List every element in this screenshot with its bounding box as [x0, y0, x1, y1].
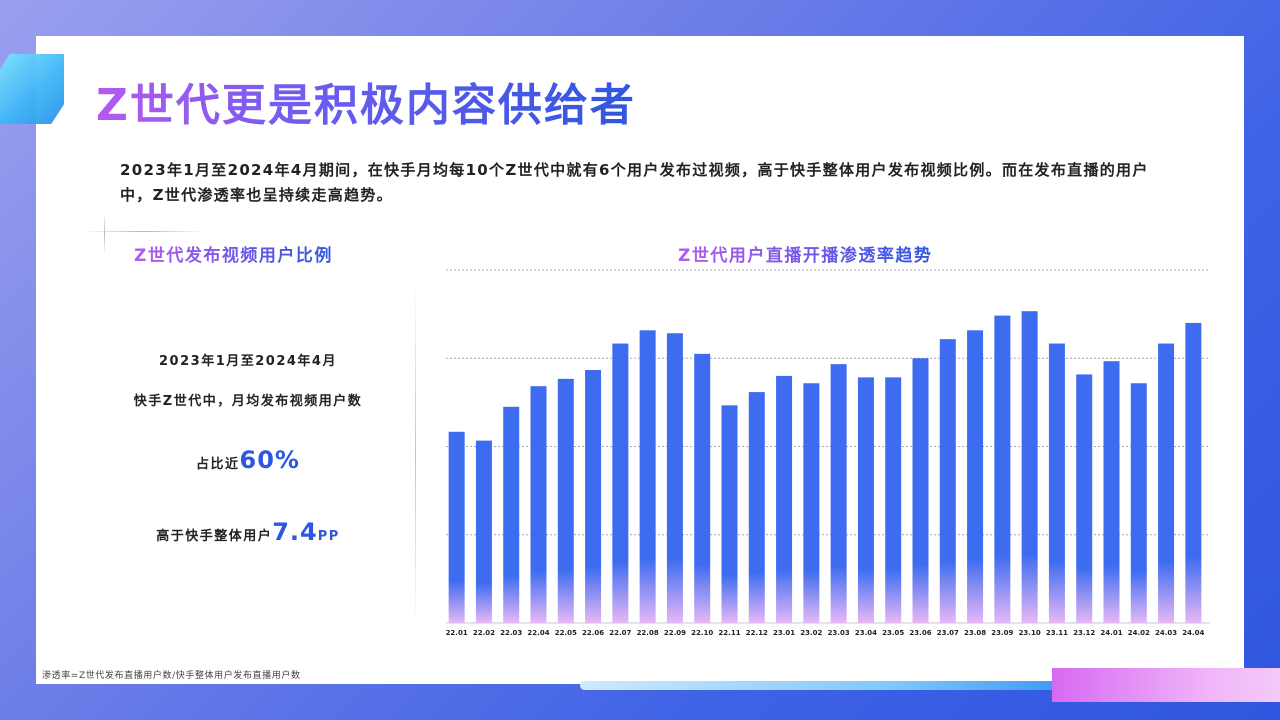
bar-23.08 — [967, 330, 984, 623]
x-tick-label: 24.02 — [1128, 629, 1150, 637]
bar-23.04 — [857, 377, 874, 623]
bar-23.02 — [803, 383, 820, 623]
bar-22.04 — [530, 386, 547, 623]
x-tick-label: 22.06 — [582, 629, 604, 637]
bar-22.03 — [503, 406, 520, 623]
x-tick-label: 22.10 — [691, 629, 713, 637]
bottom-accent-bar — [580, 681, 1100, 690]
bar-22.05 — [557, 378, 574, 623]
bottom-corner-accent — [1052, 668, 1280, 702]
left-panel-title: Z世代发布视频用户比例 — [134, 241, 333, 266]
x-tick-label: 23.12 — [1073, 629, 1095, 637]
page-subtitle: 2023年1月至2024年4月期间，在快手月均每10个Z世代中就有6个用户发布过… — [120, 161, 1149, 204]
bar-24.04 — [1185, 322, 1202, 623]
x-tick-label: 22.08 — [637, 629, 659, 637]
bar-22.01 — [448, 431, 465, 623]
x-tick-label: 22.07 — [609, 629, 631, 637]
x-tick-label: 23.01 — [773, 629, 795, 637]
x-tick-label: 22.11 — [718, 629, 740, 637]
x-tick-label: 22.04 — [527, 629, 549, 637]
stat-ratio-value: 60% — [239, 446, 300, 474]
x-tick-label: 23.09 — [991, 629, 1013, 637]
sparkle-decoration-vertical — [104, 214, 105, 254]
footnote: 渗透率=Z世代发布直播用户数/快手整体用户发布直播用户数 — [42, 671, 301, 681]
cube-decoration-icon — [0, 54, 64, 124]
stat-diff-unit: PP — [317, 529, 340, 544]
x-tick-label: 22.12 — [746, 629, 768, 637]
bar-23.05 — [885, 377, 902, 623]
bar-22.10 — [694, 353, 711, 623]
x-tick-label: 23.11 — [1046, 629, 1068, 637]
stat-description: 快手Z世代中，月均发布视频用户数 — [133, 394, 363, 409]
panel-divider — [415, 280, 416, 630]
x-tick-label: 22.05 — [555, 629, 577, 637]
bar-22.02 — [475, 440, 492, 623]
x-tick-label: 23.10 — [1019, 629, 1041, 637]
x-tick-label: 23.08 — [964, 629, 986, 637]
x-tick-label: 22.09 — [664, 629, 686, 637]
x-tick-label: 22.03 — [500, 629, 522, 637]
stat-ratio: 占比近60% — [98, 446, 398, 474]
x-tick-label: 23.05 — [882, 629, 904, 637]
x-tick-label: 23.04 — [855, 629, 877, 637]
stat-diff-value: 7.4 — [272, 518, 318, 546]
x-tick-label: 24.03 — [1155, 629, 1177, 637]
sparkle-decoration-icon — [84, 231, 204, 232]
stat-diff-label: 高于快手整体用户 — [156, 529, 273, 544]
x-tick-label: 23.02 — [800, 629, 822, 637]
x-tick-label: 24.01 — [1100, 629, 1122, 637]
bar-22.09 — [666, 333, 683, 623]
stat-diff: 高于快手整体用户7.4PP — [98, 518, 398, 546]
bar-22.06 — [585, 370, 602, 623]
bar-23.09 — [994, 315, 1011, 623]
stat-ratio-label: 占比近 — [196, 457, 240, 472]
bar-24.01 — [1103, 361, 1120, 623]
chart-title: Z世代用户直播开播渗透率趋势 — [678, 241, 932, 266]
bar-24.03 — [1158, 343, 1175, 623]
bar-23.01 — [776, 375, 793, 623]
bar-23.10 — [1021, 311, 1038, 623]
page-title: Z世代更是积极内容供给者 — [96, 78, 636, 134]
stat-period: 2023年1月至2024年4月 — [159, 354, 337, 369]
bar-23.07 — [939, 339, 956, 623]
bar-23.03 — [830, 364, 847, 623]
bar-22.08 — [639, 330, 656, 623]
x-tick-label: 23.07 — [937, 629, 959, 637]
bar-22.11 — [721, 405, 738, 623]
x-tick-label: 23.03 — [828, 629, 850, 637]
x-tick-label: 23.06 — [909, 629, 931, 637]
x-tick-label: 22.01 — [446, 629, 468, 637]
bar-23.11 — [1048, 343, 1065, 623]
bar-22.12 — [748, 392, 765, 623]
bar-23.06 — [912, 358, 929, 623]
bar-23.12 — [1076, 374, 1093, 623]
bar-24.02 — [1130, 383, 1147, 623]
bar-22.07 — [612, 343, 629, 623]
x-tick-label: 24.04 — [1182, 629, 1204, 637]
x-tick-label: 22.02 — [473, 629, 495, 637]
